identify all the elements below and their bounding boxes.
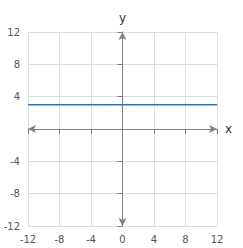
svg-text:x: x: [225, 122, 232, 136]
svg-text:12: 12: [7, 27, 20, 38]
svg-text:-4: -4: [86, 234, 96, 245]
svg-text:-8: -8: [10, 188, 20, 199]
svg-text:-12: -12: [20, 234, 36, 245]
svg-text:4: 4: [151, 234, 157, 245]
svg-text:8: 8: [182, 234, 188, 245]
svg-text:0: 0: [119, 234, 125, 245]
svg-text:8: 8: [14, 59, 20, 70]
svg-text:12: 12: [211, 234, 224, 245]
svg-text:y: y: [119, 11, 126, 25]
svg-text:-8: -8: [55, 234, 65, 245]
svg-text:-4: -4: [10, 156, 20, 167]
svg-text:4: 4: [14, 91, 20, 102]
svg-text:-12: -12: [4, 221, 20, 232]
